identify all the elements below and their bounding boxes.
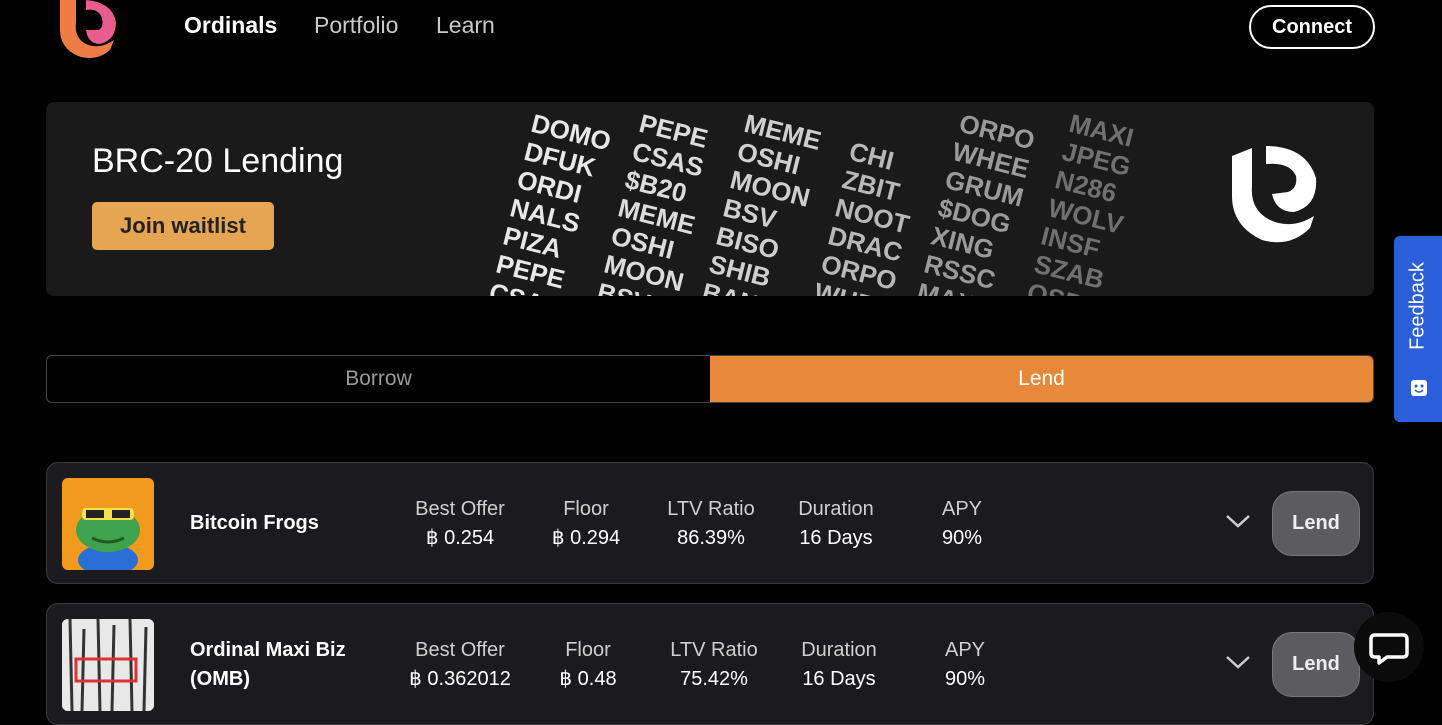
stat-value: 16 Days xyxy=(799,527,873,549)
stat: Best Offer ฿ 0.362012 xyxy=(390,636,530,694)
stat-value: 86.39% xyxy=(677,527,745,549)
stat-value: 16 Days xyxy=(802,668,876,690)
waitlist-button[interactable]: Join waitlist xyxy=(92,202,274,250)
chat-button[interactable] xyxy=(1353,611,1425,683)
stat: Floor ฿ 0.294 xyxy=(516,495,656,553)
nav-link[interactable]: Learn xyxy=(436,12,495,38)
stat-label: Floor xyxy=(563,498,609,520)
tab[interactable]: Lend xyxy=(710,356,1373,402)
stat-value: 75.42% xyxy=(680,668,748,690)
stat-label: APY xyxy=(941,498,983,520)
ticker-column: MEMEOSHIMOONBSVBISOSHIBBANK xyxy=(699,108,824,296)
banner: BRC-20 Lending Join waitlist DOMO DFUK ORD… xyxy=(46,102,1374,296)
feedback-label: Feedback xyxy=(1406,262,1429,350)
collection-image xyxy=(62,619,154,711)
stat-label: LTV Ratio xyxy=(667,498,755,520)
stat-label: APY xyxy=(944,639,986,661)
collection-name: Ordinal Maxi Biz (OMB) xyxy=(190,639,346,690)
stat: Duration 16 Days xyxy=(769,636,909,694)
expand-chevron[interactable] xyxy=(1225,513,1251,534)
stat: Best Offer ฿ 0.254 xyxy=(390,495,530,553)
stat: APY 90% xyxy=(895,636,1035,694)
ticker-column: CHIZBITNOOTDRACORPOWHEE xyxy=(811,136,912,296)
tab-bar: Borrow Lend xyxy=(46,355,1374,403)
ticker-wall: DOMODFUKORDINALSPIZAPEPECSASPEPECSAS$B20… xyxy=(486,108,1136,296)
stat-value: ฿ 0.48 xyxy=(559,668,617,690)
nav-link[interactable]: Ordinals xyxy=(184,12,278,38)
stat: LTV Ratio 75.42% xyxy=(644,636,784,694)
stat-label: Duration xyxy=(798,498,874,520)
chevron-icon xyxy=(1226,656,1250,669)
feedback-icon xyxy=(1411,380,1427,396)
chevron-icon xyxy=(1226,515,1250,528)
stat-value: ฿ 0.362012 xyxy=(409,668,511,690)
stat: Duration 16 Days xyxy=(766,495,906,553)
frog-art xyxy=(76,508,140,570)
logo[interactable] xyxy=(52,0,120,64)
stat-value: ฿ 0.254 xyxy=(425,527,495,549)
stat-label: Best Offer xyxy=(415,498,505,520)
stat-value: ฿ 0.294 xyxy=(551,527,621,549)
omb-art xyxy=(62,619,154,711)
stat-label: LTV Ratio xyxy=(670,639,758,661)
stat-label: Duration xyxy=(801,639,877,661)
collection-name: Bitcoin Frogs xyxy=(190,512,319,534)
page: Ordinals Portfolio Learn Connect BRC-20 … xyxy=(46,0,1442,725)
collection-row: Bitcoin Frogs Best Offer ฿ 0.254 Floor ฿ 0.2… xyxy=(46,462,1374,584)
stat-label: Floor xyxy=(565,639,611,661)
expand-chevron[interactable] xyxy=(1225,654,1251,675)
ticker-column: DOMODFUKORDINALSPIZAPEPECSAS xyxy=(486,108,614,296)
stat-label: Best Offer xyxy=(415,639,505,661)
lend-button[interactable]: Lend xyxy=(1272,632,1360,697)
stat-value: 90% xyxy=(944,668,986,690)
collection-row: Ordinal Maxi Biz (OMB) Best Offer ฿ 0.3620… xyxy=(46,603,1374,725)
stat-value: 90% xyxy=(941,527,983,549)
collection-image xyxy=(62,478,154,570)
stat: APY 90% xyxy=(892,495,1032,553)
stat: Floor ฿ 0.48 xyxy=(518,636,658,694)
banner-logo xyxy=(1232,146,1317,243)
stat: LTV Ratio 86.39% xyxy=(641,495,781,553)
feedback-tab[interactable]: Feedback xyxy=(1394,236,1442,422)
tab[interactable]: Borrow xyxy=(345,367,412,390)
lend-button[interactable]: Lend xyxy=(1272,491,1360,556)
connect-button[interactable]: Connect xyxy=(1249,5,1375,49)
nav-link[interactable]: Portfolio xyxy=(314,12,399,38)
banner-title: BRC-20 Lending xyxy=(92,142,344,180)
ticker-column: MAXIJPEGN286WOLVINSFSZABOSPY xyxy=(1024,108,1136,296)
